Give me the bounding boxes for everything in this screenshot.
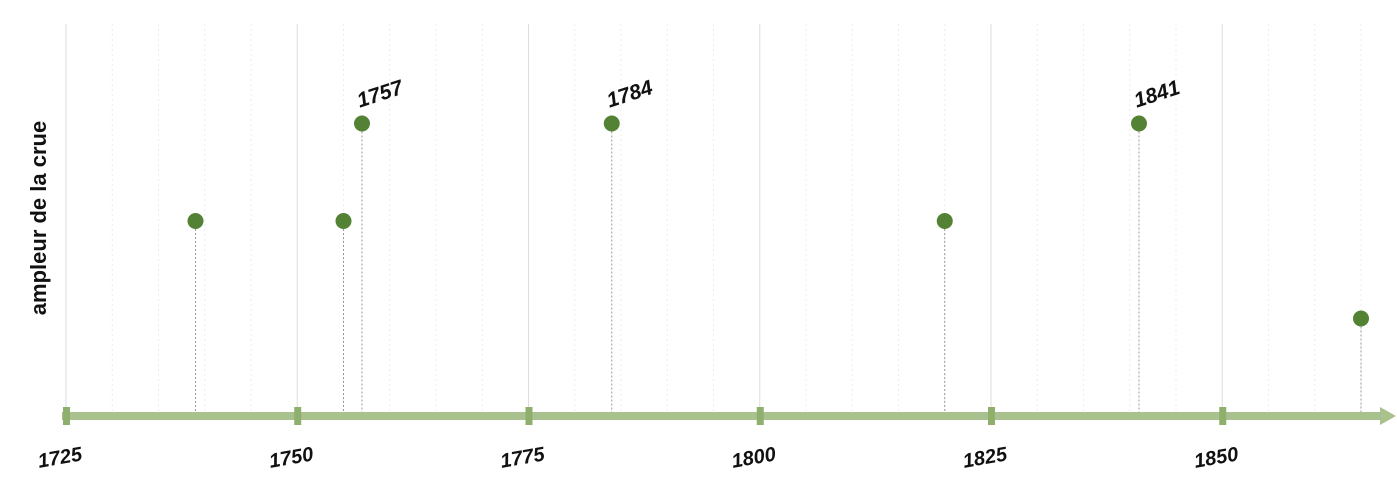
data-point (1353, 310, 1369, 327)
point-labels: 1757178418411891192419391980 (354, 76, 1183, 113)
timeline-axis (62, 407, 1396, 425)
point-label: 1757 (354, 76, 407, 113)
data-point (936, 213, 953, 229)
data-points (187, 115, 1369, 327)
grid-lines (65, 24, 1362, 416)
tick-mark (63, 407, 70, 425)
drop-lines (195, 123, 1362, 416)
x-tick-label: 1775 (499, 443, 548, 473)
tick-mark (294, 407, 302, 425)
data-point (603, 115, 620, 132)
data-point (187, 213, 204, 229)
tick-mark (1219, 407, 1227, 425)
data-point (354, 115, 370, 132)
data-point (335, 213, 352, 229)
x-tick-label: 1825 (961, 443, 1010, 473)
x-tick-labels: 1725175017751800182518501875190019251950… (36, 443, 1240, 473)
tick-mark (525, 407, 533, 425)
axis-band (62, 412, 1380, 420)
tick-mark (756, 407, 764, 425)
point-label: 1841 (1131, 76, 1183, 112)
x-tick-label: 1800 (730, 443, 778, 472)
x-tick-label: 1850 (1192, 443, 1240, 472)
axis-arrow (1380, 407, 1396, 425)
data-point (1131, 115, 1147, 132)
y-axis-label: ampleur de la crue (26, 121, 51, 315)
x-tick-label: 1725 (36, 443, 85, 473)
x-tick-label: 1750 (267, 443, 315, 472)
point-label: 1784 (604, 76, 656, 112)
tick-mark (988, 407, 995, 425)
